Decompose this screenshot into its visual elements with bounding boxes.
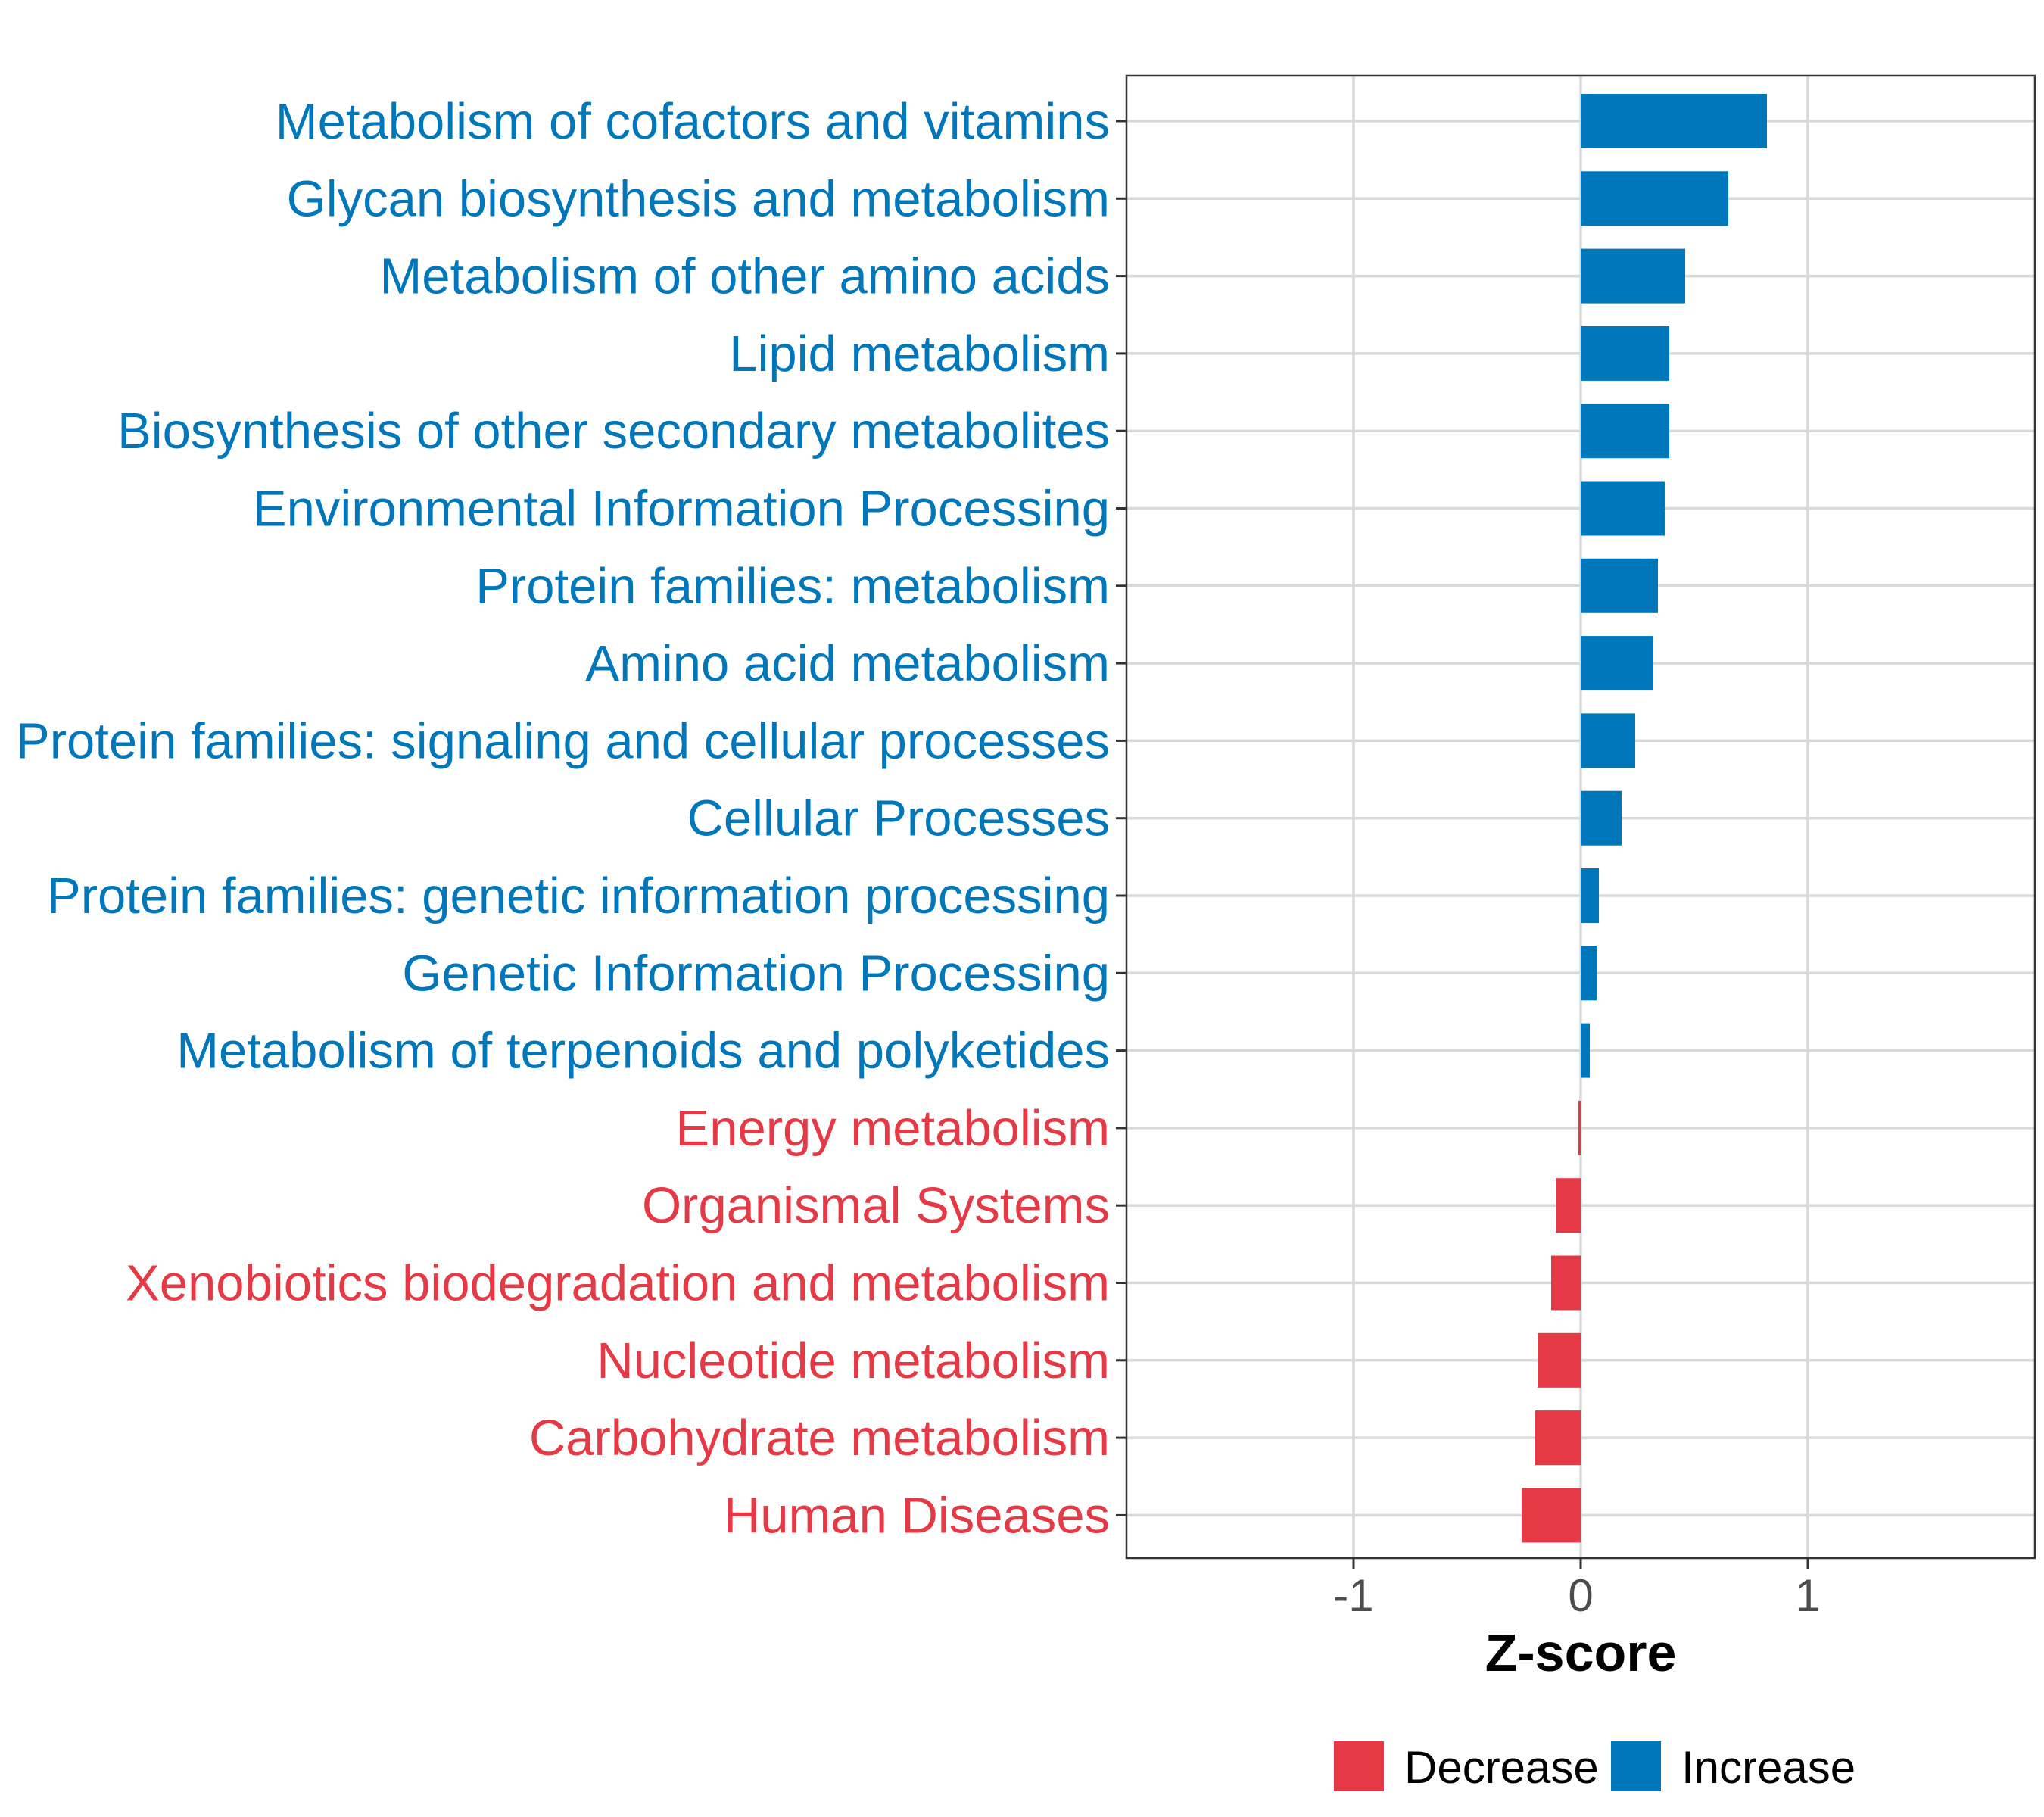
- bar: [1522, 1488, 1581, 1543]
- category-label: Protein families: signaling and cellular…: [16, 712, 1110, 769]
- bar: [1581, 1023, 1590, 1078]
- category-label: Metabolism of other amino acids: [380, 248, 1111, 305]
- legend-swatch-increase: [1611, 1741, 1661, 1791]
- legend-label-increase: Increase: [1681, 1742, 1855, 1793]
- bar: [1581, 636, 1653, 691]
- category-label: Glycan biosynthesis and metabolism: [287, 170, 1110, 227]
- bar: [1581, 558, 1658, 613]
- bar: [1581, 868, 1599, 923]
- legend-label-decrease: Decrease: [1404, 1742, 1599, 1793]
- x-tick-label: -1: [1333, 1570, 1373, 1621]
- legend: Decrease Increase: [1334, 1741, 1855, 1793]
- x-axis-title: Z-score: [1485, 1623, 1677, 1682]
- category-label: Carbohydrate metabolism: [529, 1410, 1110, 1466]
- category-label: Lipid metabolism: [729, 326, 1110, 382]
- bar: [1556, 1178, 1581, 1233]
- x-tick-label: 1: [1795, 1570, 1820, 1621]
- bar: [1581, 171, 1728, 226]
- category-label: Cellular Processes: [687, 790, 1110, 847]
- bar: [1581, 94, 1767, 148]
- category-label: Genetic Information Processing: [402, 945, 1110, 1002]
- category-label: Biosynthesis of other secondary metaboli…: [117, 403, 1110, 460]
- bar: [1581, 946, 1597, 1001]
- bar: [1535, 1410, 1581, 1466]
- bar: [1581, 404, 1669, 459]
- category-label: Metabolism of terpenoids and polyketides: [176, 1023, 1110, 1080]
- category-label: Xenobiotics biodegradation and metabolis…: [126, 1255, 1110, 1312]
- category-label: Metabolism of cofactors and vitamins: [276, 93, 1110, 150]
- category-labels: Metabolism of cofactors and vitamins Glyc…: [16, 93, 1110, 1544]
- bar: [1581, 790, 1622, 846]
- category-label: Energy metabolism: [676, 1100, 1110, 1157]
- x-axis-ticks: -1 0 1: [1333, 1558, 1821, 1621]
- category-label: Protein families: genetic information pr…: [47, 868, 1110, 924]
- category-label: Human Diseases: [724, 1487, 1110, 1544]
- category-label: Organismal Systems: [642, 1177, 1110, 1234]
- legend-swatch-decrease: [1334, 1741, 1384, 1791]
- bar: [1581, 248, 1685, 304]
- y-tick-marks: [1116, 120, 1126, 1516]
- bar: [1538, 1332, 1581, 1388]
- bar: [1581, 713, 1635, 768]
- category-label: Amino acid metabolism: [585, 635, 1110, 692]
- bar-layer: [1522, 94, 1767, 1543]
- x-tick-label: 0: [1568, 1570, 1593, 1621]
- bar: [1578, 1100, 1581, 1155]
- category-label: Environmental Information Processing: [253, 481, 1110, 538]
- category-label: Nucleotide metabolism: [597, 1332, 1110, 1389]
- bar: [1551, 1255, 1581, 1311]
- bar: [1581, 481, 1665, 536]
- bar: [1581, 326, 1669, 381]
- category-label: Protein families: metabolism: [475, 558, 1110, 615]
